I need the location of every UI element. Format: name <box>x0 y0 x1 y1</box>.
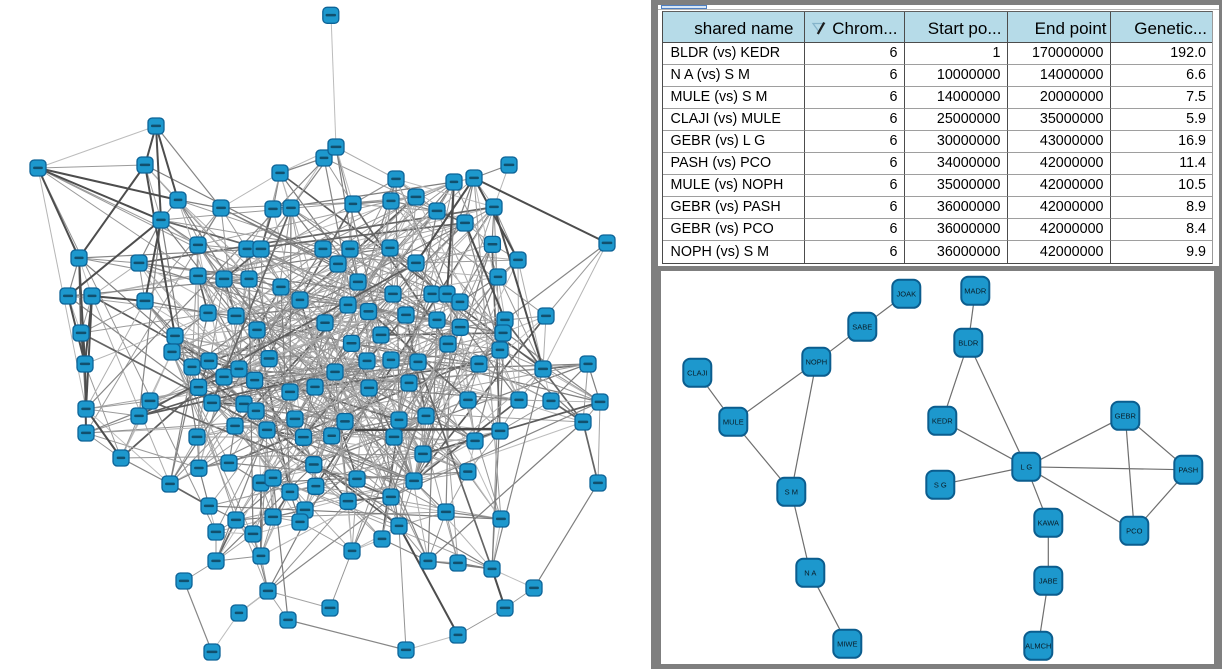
svg-text:N A: N A <box>804 568 816 577</box>
svg-text:S G: S G <box>933 480 946 489</box>
svg-text:NOPH: NOPH <box>805 357 827 366</box>
svg-text:MULE: MULE <box>722 417 743 426</box>
svg-text:L G: L G <box>1020 462 1032 471</box>
svg-text:S M: S M <box>784 487 797 496</box>
svg-text:JOAK: JOAK <box>896 289 916 298</box>
svg-text:SABE: SABE <box>852 322 872 331</box>
svg-text:ALMCH: ALMCH <box>1025 641 1051 650</box>
svg-text:PASH: PASH <box>1178 465 1198 474</box>
svg-text:KEDR: KEDR <box>931 416 952 425</box>
svg-text:MIWE: MIWE <box>837 639 857 648</box>
svg-text:CLAJI: CLAJI <box>687 368 707 377</box>
svg-text:PCO: PCO <box>1126 526 1142 535</box>
svg-text:JABE: JABE <box>1038 576 1057 585</box>
svg-text:BLDR: BLDR <box>958 338 979 347</box>
svg-text:KAWA: KAWA <box>1037 518 1059 527</box>
svg-text:MADR: MADR <box>964 286 987 295</box>
svg-text:GEBR: GEBR <box>1114 411 1136 420</box>
